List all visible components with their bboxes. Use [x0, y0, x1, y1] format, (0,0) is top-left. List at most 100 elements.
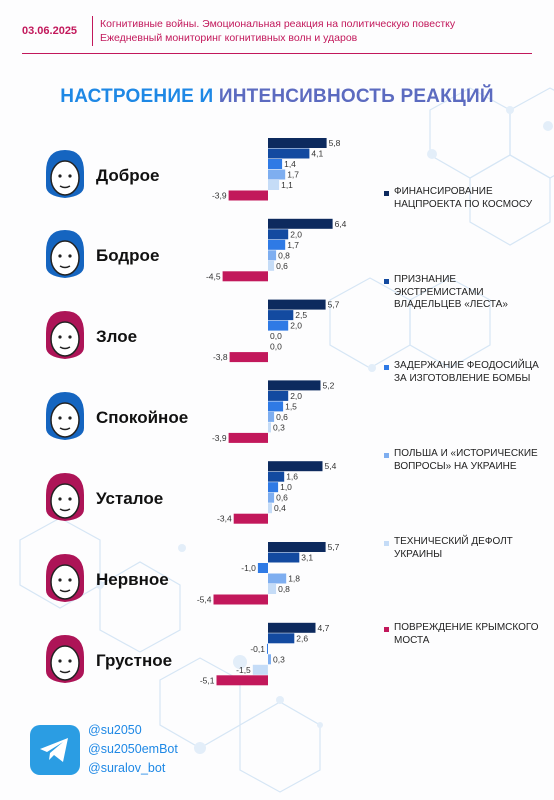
- data-label: 1,7: [287, 170, 299, 180]
- legend-label: ПОЛЬША И «ИСТОРИЧЕСКИЕ ВОПРОСЫ» НА УКРАИ…: [394, 448, 538, 472]
- legend-swatch: [384, 541, 389, 546]
- report-header: 03.06.2025 Когнитивные войны. Эмоциональ…: [0, 0, 554, 56]
- data-label: 2,0: [290, 391, 302, 401]
- data-label: 3,1: [301, 553, 313, 563]
- bar: [268, 573, 287, 584]
- legend-label: ПРИЗНАНИЕ ЭКСТРЕМИСТАМИ ВЛАДЕЛЬЦЕВ «ЛЕСТ…: [394, 274, 508, 310]
- mood-row: Бодрое: [40, 226, 240, 286]
- legend-label: ЗАДЕРЖАНИЕ ФЕОДОСИЙЦА ЗА ИЗГОТОВЛЕНИЕ БО…: [394, 360, 539, 384]
- data-label: 0,0: [270, 331, 282, 341]
- bar: [268, 503, 272, 514]
- bar: [268, 390, 289, 401]
- bar: [268, 471, 285, 482]
- footer-contacts: @su2050 @su2050emBot @suralov_bot: [30, 723, 330, 783]
- bar: [229, 352, 268, 363]
- bar: [268, 148, 310, 159]
- bar: [267, 643, 268, 654]
- header-divider-vertical: [92, 16, 93, 46]
- data-label: 0,0: [270, 342, 282, 352]
- handle-link[interactable]: @su2050emBot: [88, 742, 178, 756]
- face-blue-icon: [46, 150, 84, 198]
- bar: [268, 229, 289, 240]
- bar: [268, 138, 327, 148]
- chart-title-part2: ИНТЕНСИВНОСТЬ РЕАКЦИЙ: [218, 86, 494, 107]
- data-label: 5,8: [329, 138, 341, 148]
- mood-row: Доброе: [40, 146, 240, 206]
- bar: [268, 622, 316, 633]
- mood-label: Нервное: [96, 570, 169, 589]
- bar: [268, 411, 275, 422]
- bar: [268, 492, 275, 503]
- data-label: 0,8: [278, 584, 290, 594]
- bar: [268, 633, 295, 644]
- data-label: 0,3: [273, 654, 285, 664]
- data-label: -3,8: [213, 352, 228, 362]
- data-label: 1,5: [285, 401, 297, 411]
- mood-label: Злое: [96, 327, 138, 346]
- bar: [213, 594, 268, 605]
- bar: [268, 250, 277, 261]
- bar: [268, 310, 294, 321]
- data-label: 5,7: [328, 542, 340, 552]
- face-blue-icon: [46, 392, 84, 440]
- bar: [268, 401, 284, 412]
- data-label: 1,8: [288, 574, 300, 584]
- data-label: 4,1: [311, 149, 323, 159]
- face-blue-icon: [46, 230, 84, 278]
- handle-link[interactable]: @suralov_bot: [88, 761, 166, 775]
- data-label: -3,4: [217, 514, 232, 524]
- data-label: 5,4: [325, 461, 337, 471]
- mood-row: Усталое: [40, 469, 240, 529]
- legend-swatch: [384, 191, 389, 196]
- data-label: 2,6: [296, 633, 308, 643]
- data-label: 2,0: [290, 229, 302, 239]
- bar: [252, 664, 268, 675]
- bar: [268, 552, 300, 563]
- report-subtitle: Ежедневный мониторинг когнитивных волн и…: [100, 32, 358, 44]
- bar: [268, 584, 277, 594]
- legend-label: ПОВРЕЖДЕНИЕ КРЫМСКОГО МОСТА: [394, 622, 539, 646]
- bar: [268, 542, 326, 552]
- data-label: 1,0: [280, 482, 292, 492]
- data-label: 6,4: [335, 219, 347, 229]
- data-label: 0,4: [274, 503, 286, 513]
- data-label: 0,8: [278, 250, 290, 260]
- bar: [222, 271, 268, 282]
- mood-row: Спокойное: [40, 388, 240, 448]
- bar: [268, 260, 275, 271]
- bar: [268, 654, 271, 665]
- data-label: -5,1: [200, 675, 215, 685]
- chart-title-part1: НАСТРОЕНИЕ И: [60, 86, 214, 107]
- telegram-icon[interactable]: [30, 725, 80, 775]
- data-label: 0,6: [276, 261, 288, 271]
- data-label: 1,6: [286, 472, 298, 482]
- bar: [268, 218, 333, 229]
- bar: [268, 239, 286, 250]
- data-label: 4,7: [318, 623, 330, 633]
- legend-swatch: [384, 627, 389, 632]
- data-label: 2,0: [290, 321, 302, 331]
- chart-legend: ФИНАНСИРОВАНИЕ НАЦПРОЕКТА ПО КОСМОСУ ПРИЗ…: [384, 0, 544, 800]
- data-label: 0,6: [276, 493, 288, 503]
- data-label: 5,7: [328, 300, 340, 310]
- legend-label: ТЕХНИЧЕСКИЙ ДЕФОЛТ УКРАИНЫ: [394, 536, 513, 560]
- face-red-icon: [46, 473, 84, 521]
- face-red-icon: [46, 311, 84, 359]
- data-label: -4,5: [206, 271, 221, 281]
- bar: [268, 461, 323, 472]
- data-label: 2,5: [295, 310, 307, 320]
- data-label: -1,0: [241, 563, 256, 573]
- data-label: 1,1: [281, 180, 293, 190]
- data-label: 0,6: [276, 412, 288, 422]
- mood-label: Грустное: [96, 651, 173, 670]
- mood-row: Злое: [40, 307, 240, 367]
- bar: [228, 190, 268, 201]
- mood-label: Бодрое: [96, 246, 160, 265]
- mood-label: Усталое: [96, 489, 164, 508]
- handle-link[interactable]: @su2050: [88, 723, 142, 737]
- bar: [268, 180, 280, 190]
- legend-swatch: [384, 453, 389, 458]
- bar: [268, 422, 271, 433]
